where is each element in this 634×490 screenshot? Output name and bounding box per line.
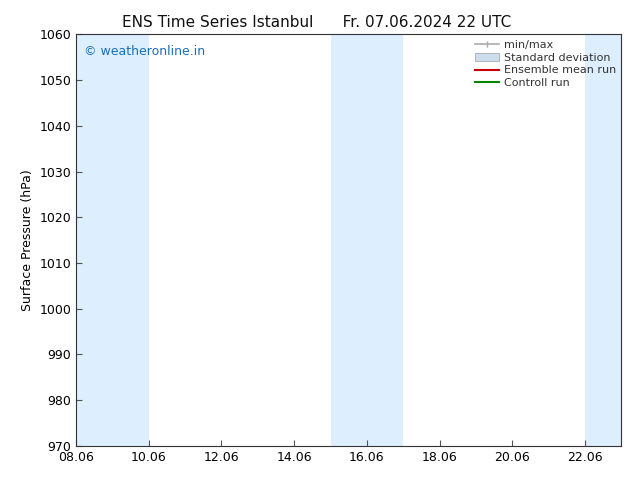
Bar <box>330 34 403 446</box>
Bar <box>585 34 623 446</box>
Legend: min/max, Standard deviation, Ensemble mean run, Controll run: min/max, Standard deviation, Ensemble me… <box>472 38 618 91</box>
Y-axis label: Surface Pressure (hPa): Surface Pressure (hPa) <box>21 169 34 311</box>
Text: © weatheronline.in: © weatheronline.in <box>84 45 205 58</box>
Bar <box>76 34 149 446</box>
Text: ENS Time Series Istanbul      Fr. 07.06.2024 22 UTC: ENS Time Series Istanbul Fr. 07.06.2024 … <box>122 15 512 30</box>
